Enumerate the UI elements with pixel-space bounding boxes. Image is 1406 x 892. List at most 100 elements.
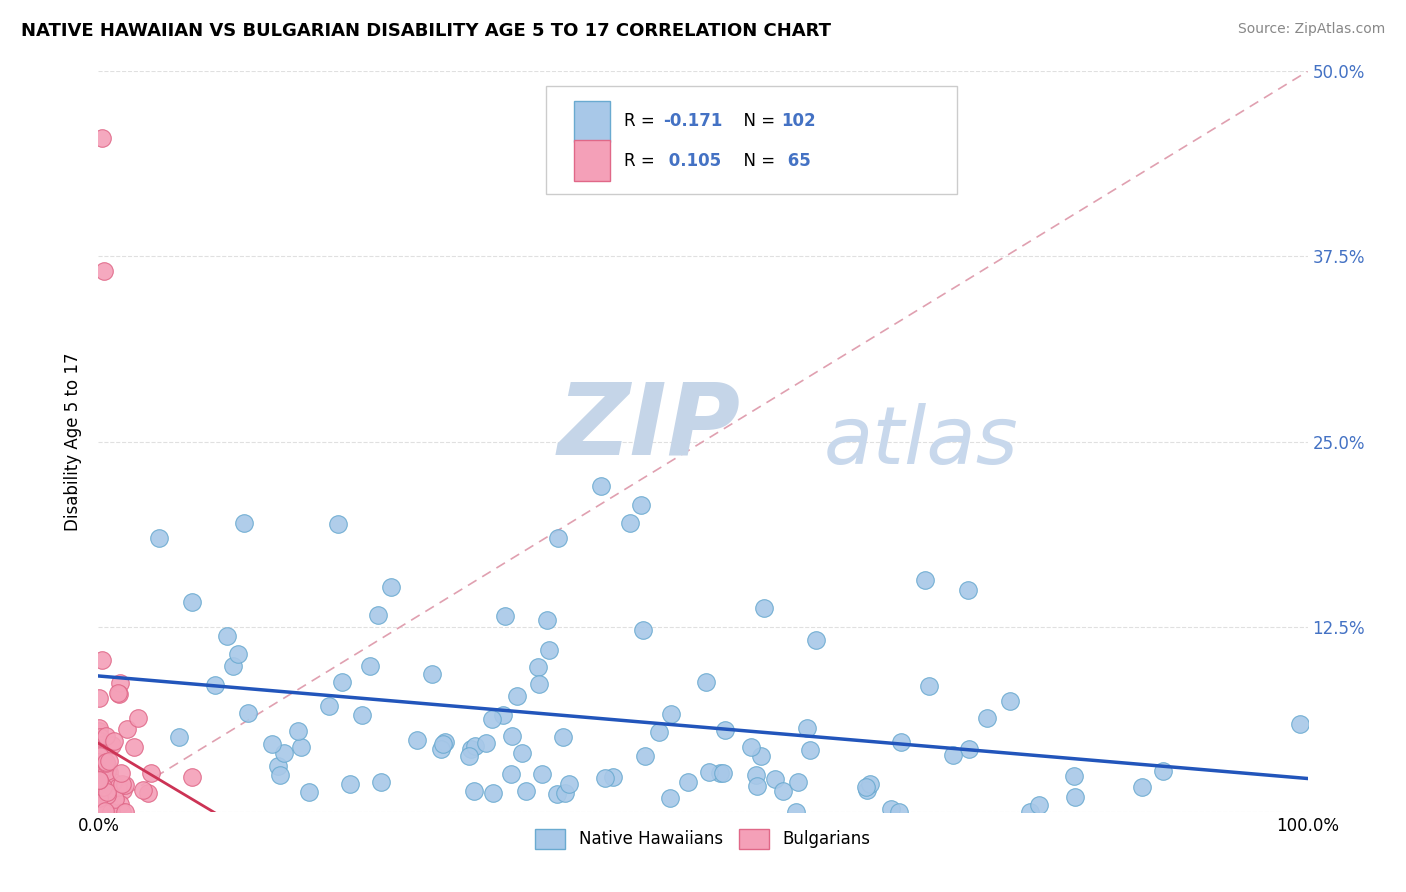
Point <box>772 784 794 798</box>
Point <box>138 786 160 800</box>
FancyBboxPatch shape <box>546 87 957 194</box>
Point <box>267 758 290 772</box>
Text: ZIP: ZIP <box>558 378 741 475</box>
Point <box>1288 716 1310 731</box>
Point <box>648 725 671 739</box>
Point <box>89 773 111 788</box>
Point <box>89 721 111 735</box>
Point <box>499 766 522 780</box>
Point <box>859 777 882 791</box>
Point <box>595 772 617 786</box>
Point <box>87 766 110 780</box>
Point <box>976 711 998 725</box>
Point <box>1028 798 1050 813</box>
Point <box>93 760 115 774</box>
Point <box>96 764 118 779</box>
Point <box>89 791 111 805</box>
Point <box>87 745 110 759</box>
Point <box>110 676 132 690</box>
Text: NATIVE HAWAIIAN VS BULGARIAN DISABILITY AGE 5 TO 17 CORRELATION CHART: NATIVE HAWAIIAN VS BULGARIAN DISABILITY … <box>21 22 831 40</box>
Point <box>633 623 655 637</box>
Point <box>103 734 125 748</box>
Point <box>515 784 537 798</box>
Point <box>107 687 129 701</box>
Text: R =: R = <box>624 112 661 130</box>
Point <box>94 756 117 771</box>
Point <box>101 738 124 752</box>
Point <box>1130 780 1153 795</box>
Point <box>330 675 353 690</box>
Point <box>226 648 249 662</box>
Point <box>132 783 155 797</box>
Point <box>139 766 162 780</box>
Point <box>1064 789 1087 804</box>
Point <box>752 600 775 615</box>
Point <box>180 770 202 784</box>
Point <box>98 798 121 813</box>
Point <box>457 748 479 763</box>
Point <box>204 678 226 692</box>
Point <box>273 746 295 760</box>
Point <box>494 608 516 623</box>
Text: R =: R = <box>624 152 661 169</box>
Point <box>659 791 682 805</box>
Point <box>956 583 979 598</box>
Point <box>96 757 118 772</box>
Point <box>93 264 115 278</box>
Point <box>433 735 456 749</box>
Text: -0.171: -0.171 <box>664 112 723 130</box>
Point <box>328 517 350 532</box>
Point <box>96 785 118 799</box>
Point <box>107 685 129 699</box>
Point <box>91 764 114 778</box>
Point <box>1000 694 1022 708</box>
Point <box>697 765 720 780</box>
Point <box>290 740 312 755</box>
Point <box>100 805 122 819</box>
Point <box>87 767 110 781</box>
Point <box>602 770 624 784</box>
Point <box>89 797 111 811</box>
Point <box>557 777 579 791</box>
Point <box>87 756 110 770</box>
Point <box>475 735 498 749</box>
Text: N =: N = <box>734 112 780 130</box>
Point <box>89 761 111 775</box>
Point <box>110 765 132 780</box>
Point <box>104 792 127 806</box>
Point <box>880 802 903 816</box>
Point <box>367 607 389 622</box>
Point <box>107 780 129 795</box>
Point <box>115 722 138 736</box>
Point <box>630 498 652 512</box>
Point <box>678 775 700 789</box>
Point <box>90 782 112 797</box>
Point <box>127 711 149 725</box>
Point <box>763 772 786 786</box>
Point <box>709 765 731 780</box>
Point <box>506 689 529 703</box>
Point <box>740 739 762 754</box>
Point <box>747 779 769 793</box>
Point <box>481 712 503 726</box>
Point <box>787 774 810 789</box>
Point <box>111 777 134 791</box>
Point <box>91 653 114 667</box>
Point <box>217 629 239 643</box>
Point <box>96 765 118 780</box>
Point <box>167 731 190 745</box>
Point <box>93 801 115 815</box>
Point <box>430 741 453 756</box>
Point <box>536 613 558 627</box>
Point <box>856 783 879 797</box>
Point <box>1063 769 1085 783</box>
Point <box>114 805 136 819</box>
Point <box>785 805 807 819</box>
Point <box>1152 764 1174 778</box>
Point <box>918 679 941 693</box>
Point <box>111 805 134 819</box>
Point <box>554 787 576 801</box>
Point <box>749 748 772 763</box>
Point <box>260 737 283 751</box>
Point <box>463 784 485 798</box>
